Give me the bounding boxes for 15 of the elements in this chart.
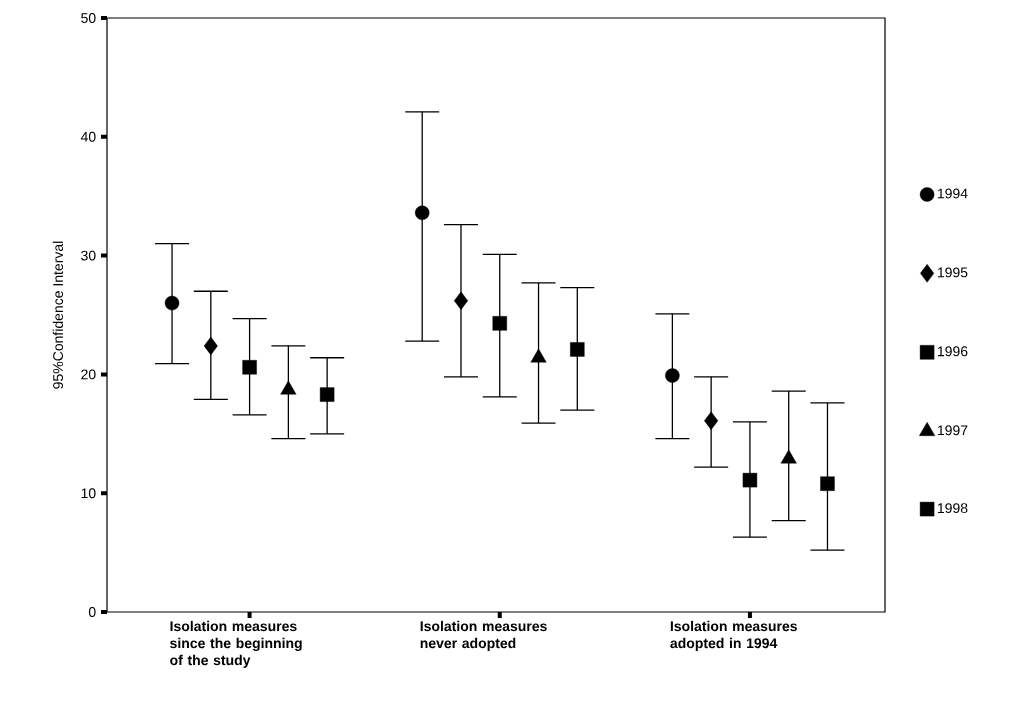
legend-label: 1995 <box>937 267 968 278</box>
y-tick-label: 20 <box>81 369 96 380</box>
y-tick-label: 50 <box>81 13 96 23</box>
x-tick-label: Isolation measures since the beginning of the study <box>170 620 302 668</box>
legend-label: 1998 <box>937 503 968 514</box>
x-tick-label: Isolation measures never adopted <box>420 620 547 651</box>
y-tick-label: 0 <box>88 607 96 617</box>
y-axis-title: 95%Confidence Interval <box>52 241 64 389</box>
legend-label: 1994 <box>937 188 968 199</box>
y-tick-label: 40 <box>80 131 96 142</box>
legend-label: 1996 <box>937 346 968 357</box>
y-tick-label: 10 <box>81 488 96 499</box>
y-tick-label: 30 <box>81 250 96 261</box>
legend-label: 1997 <box>937 425 968 436</box>
x-tick-label: Isolation measures adopted in 1994 <box>670 620 797 651</box>
